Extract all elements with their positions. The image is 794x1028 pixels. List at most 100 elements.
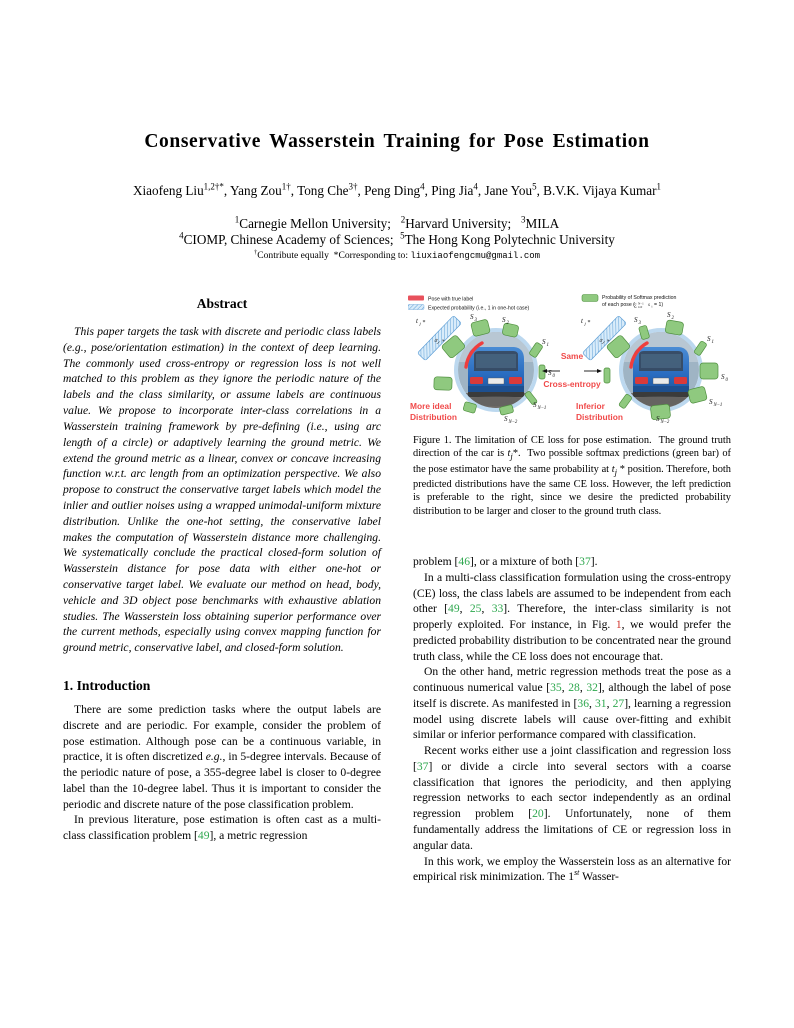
left-annotation-line-1: More ideal: [410, 401, 451, 411]
left-bar-extra-1: [462, 401, 477, 414]
right-label-s0: S: [721, 373, 725, 381]
svg-text:i=0: i=0: [638, 305, 643, 309]
left-bar-sj: [441, 335, 465, 359]
figure-center-comparison: Same Cross-entropy: [542, 351, 602, 389]
intro-paragraph-1: There are some prediction tasks where th…: [63, 703, 381, 811]
left-bar-s3: [470, 319, 491, 337]
left-label-sn2: S: [504, 415, 508, 423]
right-bar-sn1: [687, 386, 708, 404]
left-label-s1: S: [542, 338, 546, 346]
svg-text:j: j: [419, 321, 422, 326]
svg-text:1: 1: [547, 343, 549, 348]
right-bar-s1: [694, 340, 707, 356]
svg-text:j: j: [584, 321, 587, 326]
svg-text:N−1: N−1: [713, 403, 723, 408]
right-annotation-line-2: Distribution: [576, 412, 623, 422]
author-list: Xiaofeng Liu1,2†*, Yang Zou1†, Tong Che3…: [132, 181, 662, 198]
figure-left-panel: t j * s j *: [410, 313, 556, 425]
svg-text:2: 2: [672, 316, 675, 321]
right-bar-sj: [606, 335, 630, 359]
right-bar-sn2: [650, 403, 671, 420]
svg-text:0: 0: [726, 378, 729, 383]
svg-text:N−1: N−1: [537, 406, 547, 411]
figure-right-panel: t j * s j *: [576, 311, 729, 425]
left-label-sj: s: [433, 336, 440, 344]
figure-1-caption-block: Figure 1. The limitation of CE loss for …: [413, 434, 731, 518]
left-green-bars: [433, 319, 546, 416]
intro-paragraph-5: Recent works either use a joint classifi…: [413, 744, 731, 852]
legend-label-softmax-2: of each pose (: [602, 302, 635, 308]
intro-paragraph-6: In this work, we employ the Wasserstein …: [413, 854, 731, 884]
intro-paragraph-4: On the other hand, metric regression met…: [413, 665, 732, 742]
figure-1-caption: Figure 1. The limitation of CE loss for …: [413, 435, 731, 517]
author-footnote: †Contribute equally *Corresponding to: l…: [253, 248, 541, 261]
svg-text:*: *: [439, 339, 445, 346]
right-expected-prob-bar: [582, 316, 626, 361]
legend-label-expected-prob: Expected probability (i.e., 1 in one-hot…: [428, 306, 529, 312]
page-title: Conservative Wasserstein Training for Po…: [144, 131, 650, 152]
left-bar-s1: [529, 342, 543, 358]
right-green-bars: [603, 319, 719, 420]
left-bar-s0: [538, 364, 546, 380]
right-column: problem [46], or a mixture of both [37].…: [413, 554, 731, 885]
figure-1: Pose with true label Expected probabilit…: [408, 293, 738, 425]
right-label-s2: S: [667, 311, 671, 319]
right-label-sn2: S: [656, 415, 660, 423]
legend-sum-symbol: ∑: [634, 303, 637, 308]
svg-text:N−1: N−1: [638, 301, 644, 305]
left-bar-s2: [502, 322, 519, 338]
svg-text:*: *: [604, 339, 610, 346]
introduction-heading: 1. Introduction: [63, 678, 151, 694]
right-bar-s3: [638, 325, 650, 340]
legend-red-bar-icon: [408, 295, 424, 301]
abstract-heading: Abstract: [196, 296, 248, 311]
svg-text:2: 2: [507, 321, 510, 326]
left-true-pose-arc: [464, 341, 484, 369]
right-annotation-line-1: Inferior: [576, 401, 606, 411]
svg-text:= 1): = 1): [654, 302, 663, 308]
legend-hatched-bar-icon: [408, 304, 425, 310]
right-label-sn1: S: [709, 398, 713, 406]
center-label-line-2: Cross-entropy: [543, 379, 601, 389]
left-ring: [454, 328, 538, 412]
left-label-s3: S: [470, 313, 474, 321]
right-label-sj: s: [598, 336, 605, 344]
svg-text:j: j: [601, 339, 606, 345]
intro-paragraph-2-cont: problem [46], or a mixture of both [37].: [413, 555, 598, 568]
figure-legend: Pose with true label Expected probabilit…: [408, 294, 677, 312]
left-column: Abstract This paper targets the task wit…: [63, 296, 381, 844]
right-label-tj: t: [581, 317, 584, 325]
legend-label-softmax-1: Probability of Softmax prediction: [602, 295, 677, 301]
left-label-s0: S: [548, 369, 552, 377]
right-bar-s2: [665, 319, 684, 336]
right-bar-extra-2: [603, 367, 611, 384]
left-label-s2: S: [502, 316, 506, 324]
svg-text:*: *: [423, 320, 426, 326]
right-bar-extra-1: [618, 394, 632, 409]
left-car-image: [458, 332, 534, 408]
left-annotation-line-2: Distribution: [410, 412, 457, 422]
svg-text:N−2: N−2: [508, 420, 518, 425]
svg-text:*: *: [588, 320, 591, 326]
left-bar-sn2: [499, 404, 514, 416]
right-label-s3: S: [634, 316, 638, 324]
affiliation-line-2: 4CIOMP, Chinese Academy of Sciences; 5Th…: [179, 230, 615, 247]
svg-text:3: 3: [475, 318, 478, 323]
right-bar-s0: [699, 362, 719, 380]
svg-text:1: 1: [712, 340, 714, 345]
left-expected-prob-bar: [417, 316, 461, 361]
svg-text:s: s: [648, 303, 650, 308]
legend-label-pose-true: Pose with true label: [428, 297, 473, 303]
svg-text:0: 0: [553, 374, 556, 379]
right-label-s1: S: [707, 335, 711, 343]
right-true-pose-arc: [629, 341, 649, 369]
figure-1-canvas: Pose with true label Expected probabilit…: [408, 294, 729, 425]
abstract-text: This paper targets the task with discret…: [63, 325, 381, 655]
affiliation-line-1: 1Carnegie Mellon University; 2Harvard Un…: [234, 214, 560, 231]
legend-green-bar-icon: [581, 294, 599, 302]
left-bar-sn1: [524, 391, 538, 405]
svg-text:N−2: N−2: [660, 420, 670, 425]
